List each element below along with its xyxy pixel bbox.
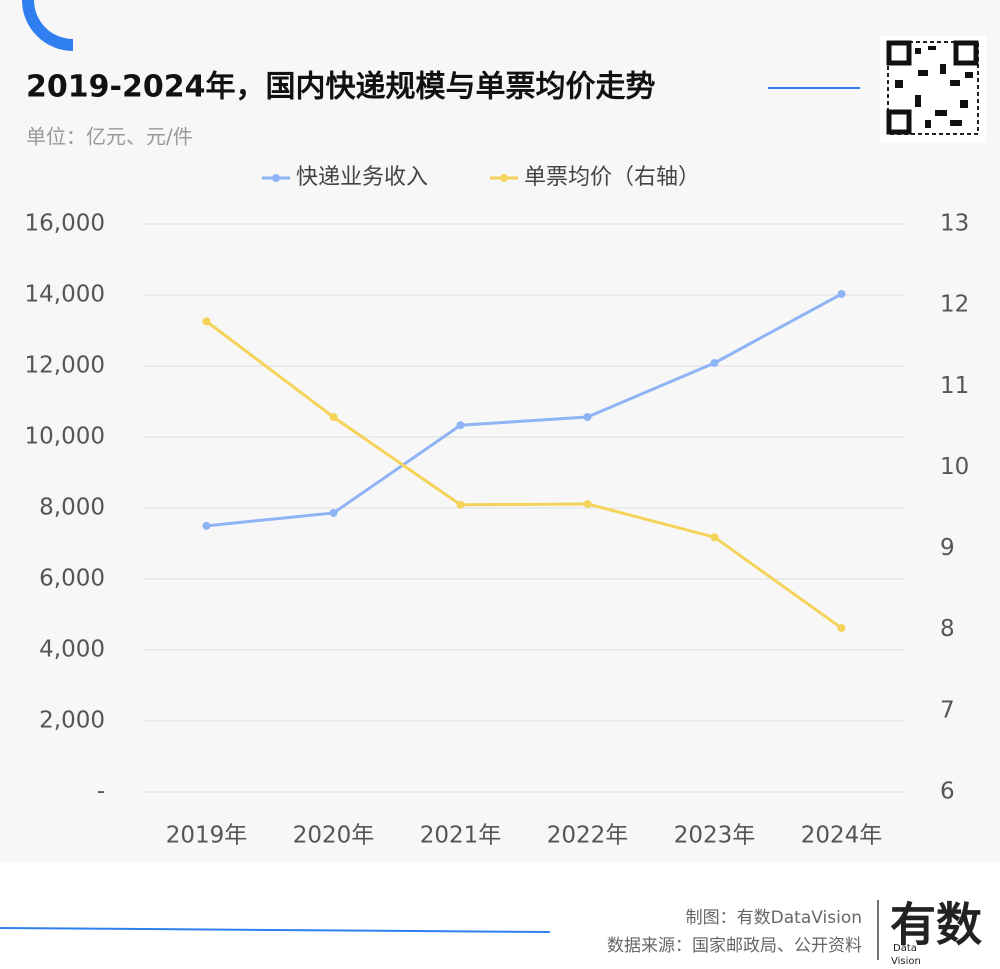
data-point [710, 533, 719, 542]
data-point [710, 358, 719, 367]
x-tick-label: 2022年 [547, 823, 629, 849]
data-point [583, 413, 592, 422]
y-tick-label: 2,000 [39, 708, 105, 734]
credit: 制图：有数DataVision [686, 908, 862, 928]
data-point [202, 317, 211, 326]
data-point [329, 508, 338, 517]
legend-marker [272, 174, 280, 182]
y2-tick-label: 6 [940, 779, 955, 805]
y2-tick-label: 12 [940, 292, 969, 318]
logo: 有数 [890, 898, 982, 952]
plot: - 2,000 4,000 6,000 8,000 10,000 12,000 14,000 1… [25, 211, 970, 849]
x-tick-label: 2024年 [801, 823, 883, 849]
x-tick-label: 2023年 [674, 823, 756, 849]
series-line [206, 292, 843, 528]
footer-rule [0, 927, 551, 933]
logo-sub: Data [893, 943, 917, 954]
x-tick-label: 2019年 [166, 823, 248, 849]
x-tick-label: 2020年 [293, 823, 375, 849]
y2-tick-label: 11 [940, 373, 969, 399]
data-point [456, 421, 465, 430]
y2-tick-label: 8 [940, 616, 955, 642]
source: 数据来源：国家邮政局、公开资料 [607, 936, 862, 956]
legend-marker [500, 174, 508, 182]
y-tick-label: 4,000 [39, 637, 105, 663]
y-tick-label: 14,000 [25, 282, 105, 308]
legend-label: 快递业务收入 [296, 165, 428, 190]
corner-arc [22, 0, 74, 51]
y2-tick-label: 13 [940, 211, 969, 237]
legend: 快递业务收入 单票均价（右轴） [262, 165, 700, 190]
title: 2019-2024年，国内快递规模与单票均价走势 [26, 70, 655, 105]
y2-tick-label: 7 [940, 697, 955, 723]
series-line [205, 320, 843, 630]
unit-label: 单位：亿元、元/件 [26, 125, 193, 149]
y-tick-label: 8,000 [39, 495, 105, 521]
logo-sub: Vision [891, 956, 921, 967]
data-point [202, 521, 211, 530]
data-point [837, 290, 846, 299]
legend-label: 单票均价（右轴） [524, 165, 700, 190]
y-tick-label: 10,000 [25, 424, 105, 450]
y-tick-label: - [97, 779, 105, 805]
chart-background [0, 0, 1000, 862]
y2-tick-label: 9 [940, 535, 955, 561]
data-point [837, 624, 846, 633]
data-point [456, 500, 465, 509]
data-point [329, 413, 338, 422]
y-tick-label: 12,000 [25, 353, 105, 379]
qr-code [880, 36, 986, 142]
x-tick-label: 2021年 [420, 823, 502, 849]
y2-tick-label: 10 [940, 454, 969, 480]
y-tick-label: 6,000 [39, 566, 105, 592]
data-point [583, 499, 592, 508]
y-tick-label: 16,000 [25, 211, 105, 237]
